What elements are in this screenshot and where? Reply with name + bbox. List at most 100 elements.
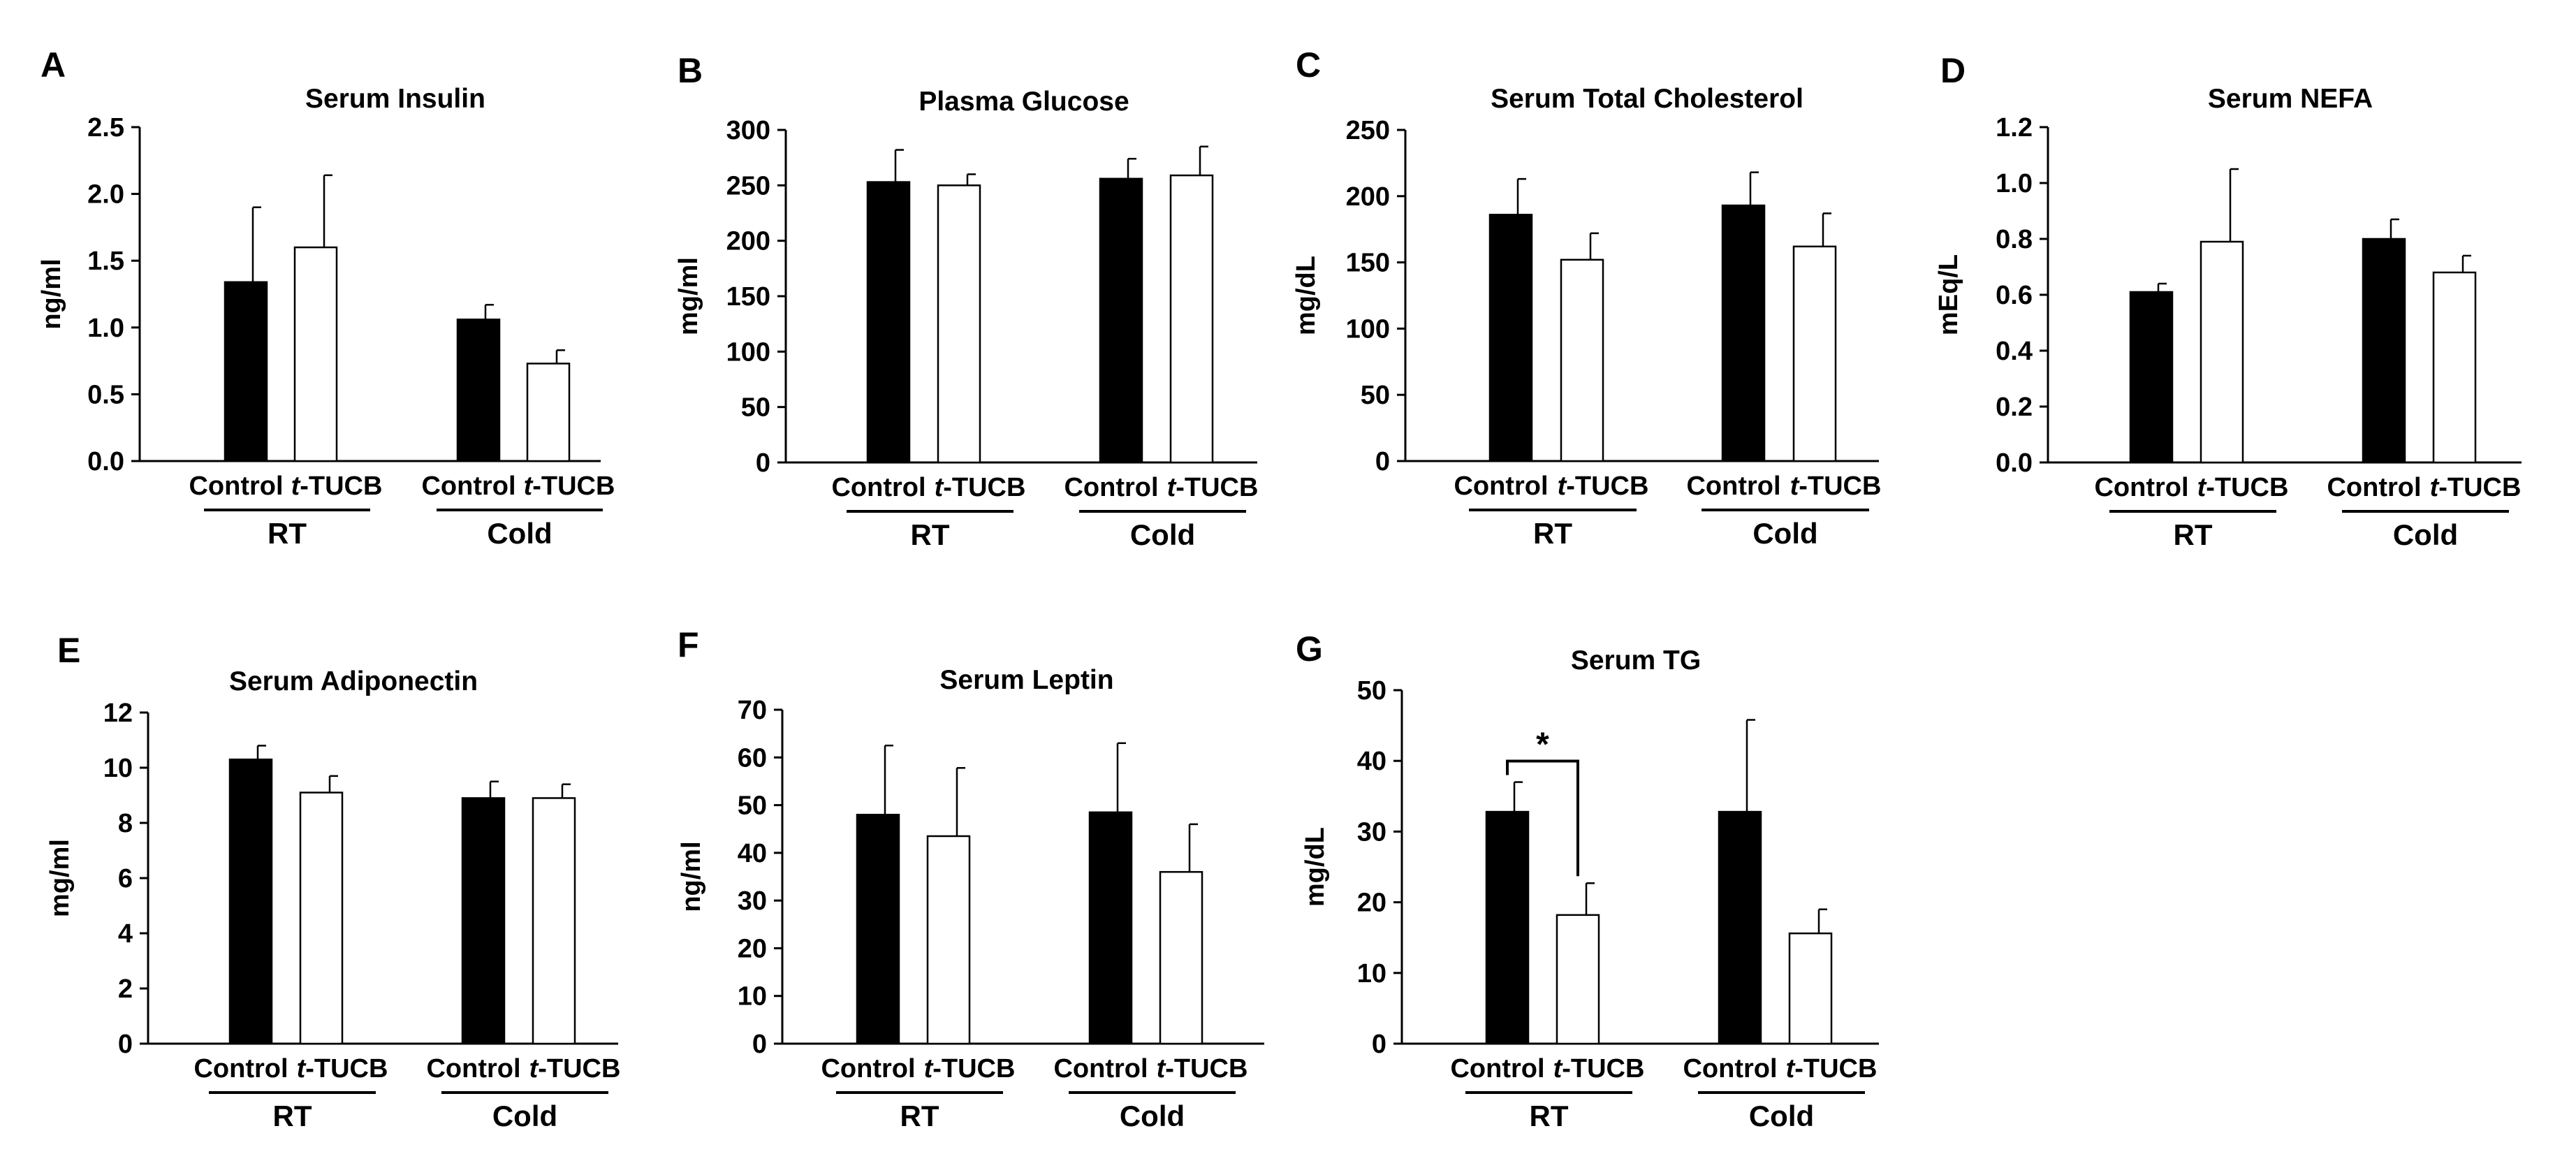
category-label: Control (1064, 473, 1158, 502)
category-label: Control (426, 1054, 520, 1083)
category-label: Control (193, 1054, 288, 1083)
y-tick-label: 1.5 (87, 247, 124, 276)
y-tick-label: 50 (1357, 676, 1386, 706)
y-tick-label: 300 (726, 116, 770, 145)
category-label: t-TUCB (1157, 1054, 1248, 1083)
bar-control (2129, 291, 2174, 464)
group-label: Cold (492, 1100, 557, 1132)
category-label: t-TUCB (924, 1054, 1016, 1083)
y-axis-label: ng/ml (37, 258, 66, 329)
chart-panel-e: E Serum Adiponectin mg/ml 0 2 4 6 8 10 12 Control t… (45, 631, 620, 1132)
italic-prefix: t (935, 473, 944, 502)
category-label: t-TUCB (529, 1054, 621, 1083)
panel-letter: D (1940, 51, 1966, 90)
group-label: Cold (1130, 518, 1195, 551)
label-rest: -TUCB (932, 1054, 1015, 1083)
y-tick-label: 60 (738, 743, 767, 773)
bar-control (1088, 811, 1133, 1045)
category-label: t-TUCB (524, 472, 615, 501)
italic-prefix: t (2197, 473, 2207, 502)
label-rest: -TUCB (1165, 1054, 1247, 1083)
category-label: Control (1683, 1054, 1777, 1083)
bar-t-tucb (2432, 271, 2477, 464)
y-tick-label: 0.2 (1996, 393, 2033, 422)
italic-prefix: t (297, 1054, 307, 1083)
category-label: Control (189, 472, 283, 501)
y-axis-label: mg/dL (1291, 256, 1321, 335)
group-label: RT (2174, 518, 2213, 551)
y-tick-label: 8 (118, 809, 133, 838)
y-tick-label: 0.4 (1996, 337, 2033, 366)
y-tick-label: 12 (103, 699, 133, 728)
bar-control (866, 181, 911, 464)
y-tick-label: 0.5 (87, 380, 124, 409)
category-label: Control (831, 473, 925, 502)
bar-control (1718, 810, 1762, 1045)
category-label: t-TUCB (297, 1054, 388, 1083)
label-rest: -TUCB (1794, 1054, 1877, 1083)
y-tick-label: 40 (1357, 747, 1386, 776)
bar-t-tucb (1159, 870, 1203, 1045)
category-label: Control (1454, 472, 1548, 501)
y-tick-label: 150 (726, 282, 770, 312)
y-tick-label: 50 (741, 393, 770, 423)
italic-prefix: t (524, 472, 534, 501)
significance-bracket (1506, 759, 1579, 877)
bar-t-tucb (926, 835, 971, 1045)
bar-t-tucb (1788, 932, 1833, 1045)
panel-letter: A (41, 45, 66, 85)
y-tick-label: 30 (1357, 817, 1386, 847)
panel-letter: G (1296, 629, 1323, 669)
category-label: t-TUCB (1553, 1054, 1645, 1083)
italic-prefix: t (1558, 472, 1567, 501)
bar-control (1721, 204, 1766, 462)
category-label: Control (2327, 473, 2421, 502)
italic-prefix: t (1553, 1054, 1563, 1083)
italic-prefix: t (1167, 473, 1177, 502)
y-tick-label: 1.2 (1996, 113, 2033, 143)
category-label: t-TUCB (291, 472, 383, 501)
category-label: Control (421, 472, 515, 501)
y-tick-label: 0 (1375, 447, 1390, 476)
y-tick-label: 20 (738, 934, 767, 963)
chart-panel-b: B Plasma Glucose mg/ml 0 50 100 150 200 250 300 Co… (674, 51, 1258, 551)
group-label: RT (268, 517, 307, 550)
category-label: t-TUCB (1786, 1054, 1878, 1083)
bar-control (228, 758, 273, 1045)
label-rest: -TUCB (532, 472, 615, 501)
chart-title: Serum NEFA (2208, 84, 2373, 114)
y-tick-label: 1.0 (87, 314, 124, 343)
label-rest: -TUCB (943, 473, 1025, 502)
y-tick-label: 20 (1357, 889, 1386, 918)
bar-t-tucb (1792, 245, 1837, 462)
panel-letter: B (678, 51, 703, 90)
y-axis-label: mg/ml (674, 257, 703, 335)
category-label: Control (1450, 1054, 1544, 1083)
y-axis-label: mg/ml (45, 839, 75, 917)
y-tick-label: 200 (1346, 182, 1390, 212)
bar-t-tucb (1560, 258, 1604, 462)
category-label: t-TUCB (1790, 472, 1882, 501)
bar-control (456, 319, 501, 462)
italic-prefix: t (1786, 1054, 1796, 1083)
group-label: Cold (1752, 517, 1817, 550)
italic-prefix: t (291, 472, 301, 501)
group-label: Cold (1749, 1100, 1814, 1132)
y-tick-label: 40 (738, 839, 767, 868)
bar-control (1485, 810, 1530, 1045)
group-label: Cold (1120, 1100, 1185, 1132)
y-tick-label: 70 (738, 696, 767, 725)
category-label: t-TUCB (2197, 473, 2289, 502)
y-tick-label: 50 (1361, 381, 1390, 410)
chart-title: Serum Leptin (939, 665, 1113, 695)
y-tick-label: 30 (738, 886, 767, 916)
label-rest: -TUCB (1176, 473, 1258, 502)
y-tick-label: 0 (752, 1030, 767, 1059)
y-tick-label: 0 (118, 1030, 133, 1059)
bar-t-tucb (1556, 914, 1600, 1045)
italic-prefix: t (2430, 473, 2440, 502)
group-label: RT (1533, 517, 1572, 550)
bar-control (461, 797, 506, 1045)
